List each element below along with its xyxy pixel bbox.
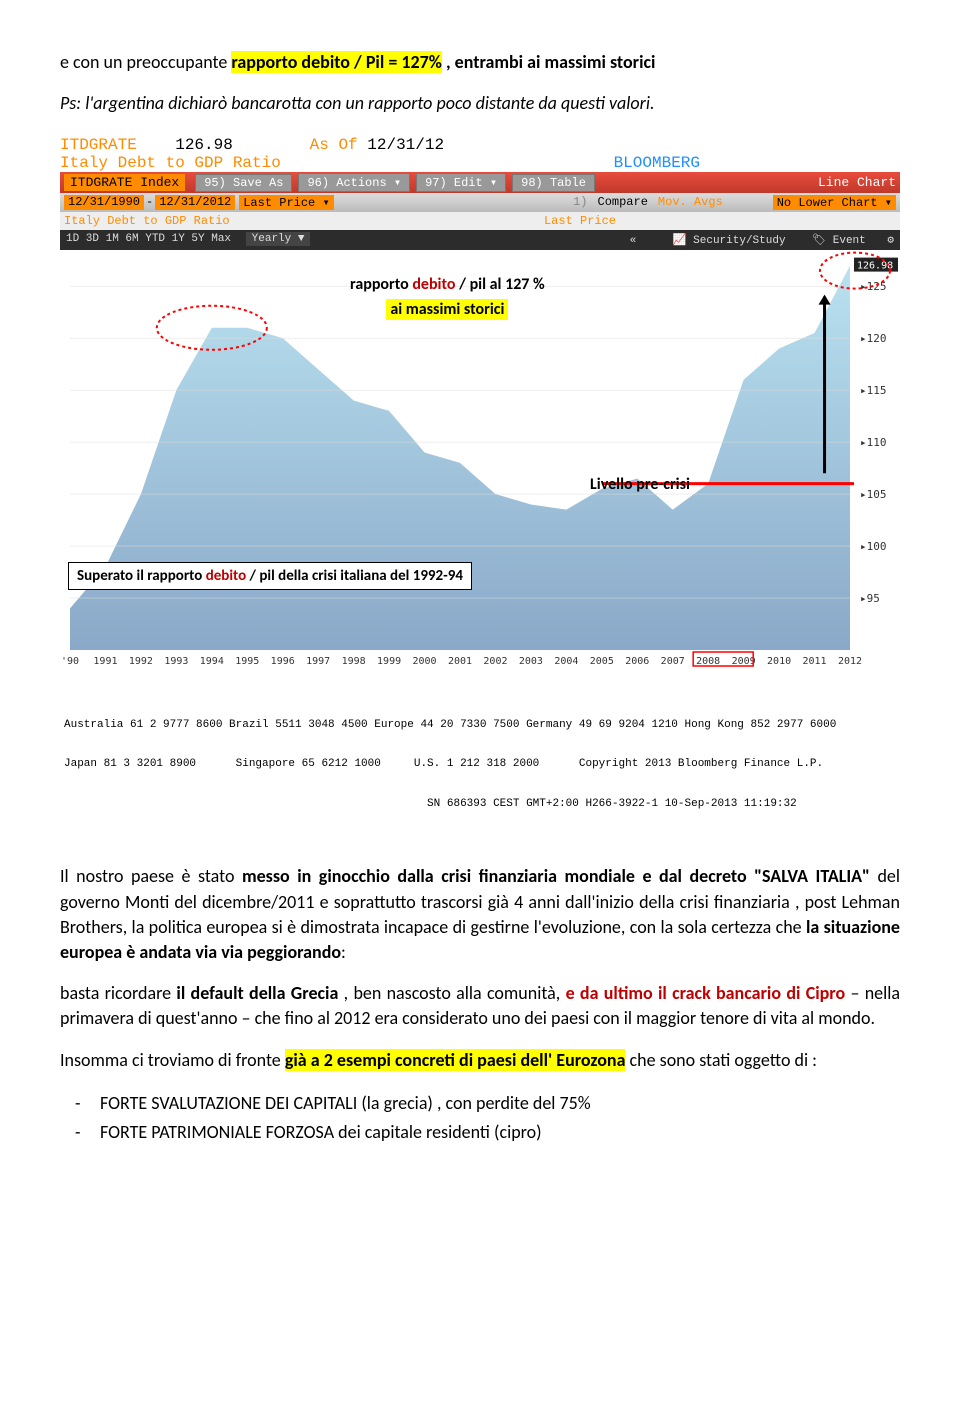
table-button[interactable]: 98) Table [512, 174, 595, 192]
svg-text:1994: 1994 [200, 656, 224, 667]
terminal-dark-bar: 1D 3D 1M 6M YTD 1Y 5Y Max Yearly ▼ « 📈 S… [60, 230, 900, 250]
svg-text:2000: 2000 [412, 656, 436, 667]
svg-text:▸95: ▸95 [860, 592, 880, 605]
index-chip[interactable]: ITDGRATE Index [64, 174, 185, 191]
asof-label: As Of [310, 136, 358, 154]
footer-line1: Australia 61 2 9777 8600 Brazil 5511 304… [64, 719, 896, 732]
terminal-top-row: ITDGRATE 126.98 As Of 12/31/12 [60, 136, 900, 154]
terminal-footer: Australia 61 2 9777 8600 Brazil 5511 304… [60, 690, 900, 839]
svg-text:2012: 2012 [838, 656, 862, 667]
compare-label[interactable]: Compare [598, 195, 648, 210]
laquo[interactable]: « [630, 235, 637, 247]
svg-text:1999: 1999 [377, 656, 401, 667]
chart-container: ▸95▸100▸105▸110▸115▸120▸125126.98'901991… [60, 250, 900, 690]
event-btn[interactable]: 🏷 Event [812, 235, 866, 247]
svg-text:2011: 2011 [802, 656, 826, 667]
text: , entrambi ai massimi storici [442, 51, 656, 73]
yearly-dropdown[interactable]: Yearly ▼ [246, 232, 311, 246]
svg-text:▸105: ▸105 [860, 488, 887, 501]
list-item: FORTE PATRIMONIALE FORZOSA dei capitale … [100, 1118, 900, 1147]
annot-rapporto: rapporto debito / pil al 127 % ai massim… [350, 275, 545, 319]
svg-text:2002: 2002 [483, 656, 507, 667]
intro-line2: Ps: l'argentina dichiarò bancarotta con … [60, 91, 900, 116]
svg-text:1998: 1998 [342, 656, 366, 667]
subtitle: Italy Debt to GDP Ratio [60, 154, 614, 172]
svg-text:2010: 2010 [767, 656, 791, 667]
ticker-value: 126.98 [175, 136, 233, 154]
svg-text:1996: 1996 [271, 656, 295, 667]
mov-avgs[interactable]: Mov. Avgs [658, 195, 723, 210]
terminal-red-bar: ITDGRATE Index 95) Save As 96) Actions ▾… [60, 172, 900, 193]
gear-icon[interactable]: ⚙ [887, 235, 894, 247]
bloomberg-terminal: ITDGRATE 126.98 As Of 12/31/12 Italy Deb… [60, 136, 900, 839]
edit-button[interactable]: 97) Edit ▾ [416, 173, 506, 192]
svg-text:'90: '90 [61, 656, 79, 667]
date-to[interactable]: 12/31/2012 [155, 195, 235, 210]
source: BLOOMBERG [614, 154, 700, 172]
terminal-subtitle-row: Italy Debt to GDP Ratio BLOOMBERG [60, 154, 900, 172]
svg-text:▸115: ▸115 [860, 385, 887, 398]
svg-text:▸120: ▸120 [860, 333, 887, 346]
svg-text:1993: 1993 [164, 656, 188, 667]
highlight-ratio: rapporto debito / Pil = 127% [231, 51, 442, 73]
svg-text:2003: 2003 [519, 656, 543, 667]
svg-text:▸110: ▸110 [860, 436, 887, 449]
ticker: ITDGRATE [60, 136, 137, 154]
body-p1: Il nostro paese è stato messo in ginocch… [60, 864, 900, 965]
terminal-grey-bar2: Italy Debt to GDP Ratio Last Price [60, 212, 900, 230]
body-p2: basta ricordare il default della Grecia … [60, 981, 900, 1031]
svg-text:126.98: 126.98 [857, 261, 893, 272]
svg-text:1997: 1997 [306, 656, 330, 667]
svg-text:2001: 2001 [448, 656, 472, 667]
date-from[interactable]: 12/31/1990 [64, 195, 144, 210]
svg-text:2007: 2007 [661, 656, 685, 667]
svg-text:2006: 2006 [625, 656, 649, 667]
no-lower-chart[interactable]: No Lower Chart ▾ [773, 195, 896, 210]
list-item: FORTE SVALUTAZIONE DEI CAPITALI (la grec… [100, 1089, 900, 1118]
text: e con un preoccupante [60, 51, 231, 73]
svg-text:2004: 2004 [554, 656, 578, 667]
security-study[interactable]: 📈 Security/Study [673, 235, 786, 247]
body-list: FORTE SVALUTAZIONE DEI CAPITALI (la grec… [60, 1089, 900, 1147]
svg-text:2005: 2005 [590, 656, 614, 667]
asof-date: 12/31/12 [367, 136, 444, 154]
svg-text:1995: 1995 [235, 656, 259, 667]
chart-type-label: Line Chart [818, 175, 896, 190]
intro-line1: e con un preoccupante rapporto debito / … [60, 50, 900, 75]
save-as-button[interactable]: 95) Save As [195, 174, 292, 192]
annot-box-1992: Superato il rapporto debito / pil della … [68, 562, 472, 590]
footer-line3: SN 686393 CEST GMT+2:00 H266-3922-1 10-S… [64, 798, 896, 811]
body-p3: Insomma ci troviamo di fronte già a 2 es… [60, 1048, 900, 1073]
subtitle2: Italy Debt to GDP Ratio [64, 214, 230, 228]
last-price-chip[interactable]: Last Price ▾ [239, 195, 333, 210]
range-buttons[interactable]: 1D 3D 1M 6M YTD 1Y 5Y Max [66, 233, 231, 245]
last-price2: Last Price [544, 214, 616, 228]
svg-text:▸100: ▸100 [860, 540, 887, 553]
svg-text:1992: 1992 [129, 656, 153, 667]
annot-precrisi: Livello pre-crisi [590, 475, 690, 494]
footer-line2: Japan 81 3 3201 8900 Singapore 65 6212 1… [64, 758, 896, 771]
actions-button[interactable]: 96) Actions ▾ [298, 173, 410, 192]
svg-text:1991: 1991 [93, 656, 117, 667]
terminal-grey-bar: 12/31/1990 - 12/31/2012 Last Price ▾ 1) … [60, 193, 900, 212]
